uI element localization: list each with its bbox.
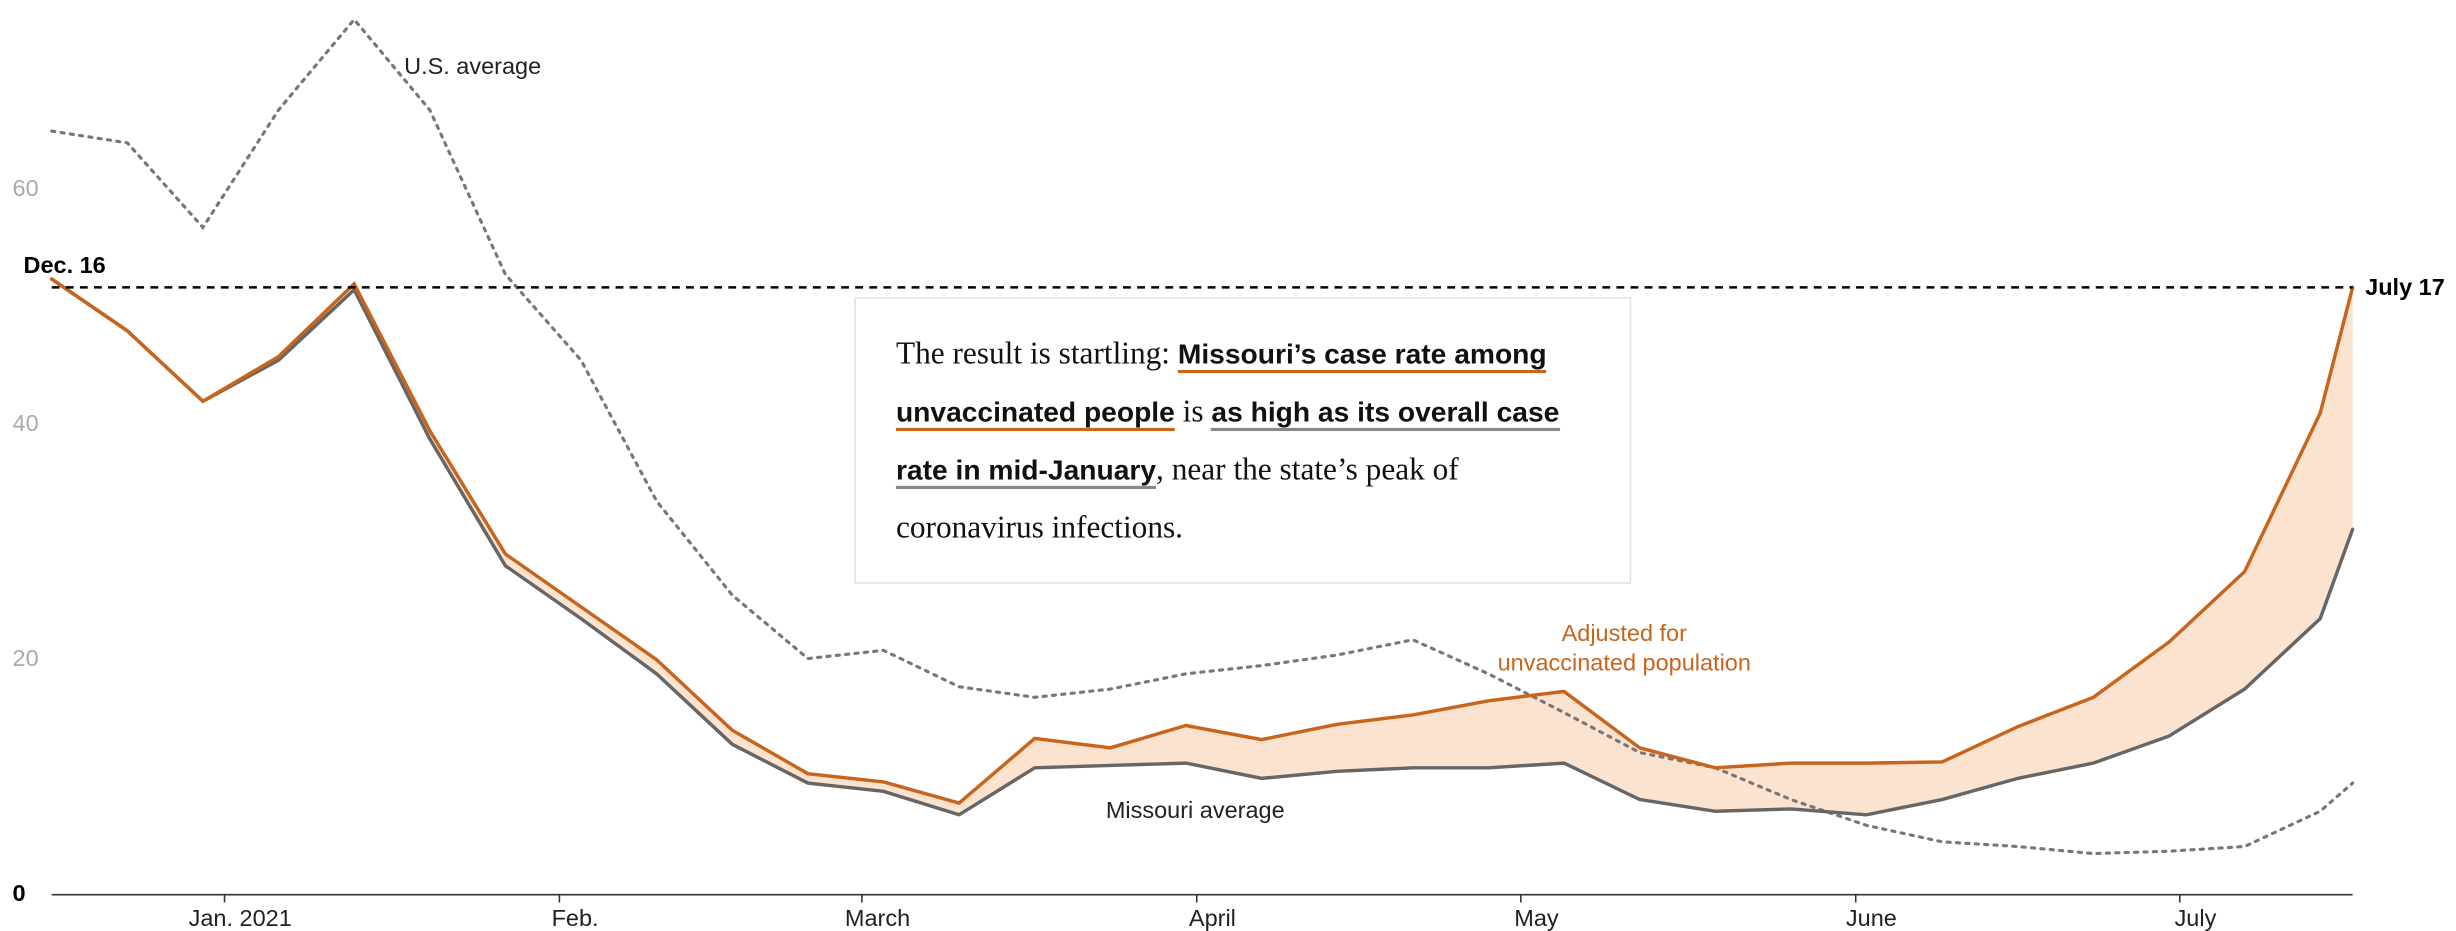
reference-label: July 17 bbox=[2365, 274, 2445, 300]
x-tick-label: Feb. bbox=[552, 905, 599, 931]
note-part: , near the state’s peak of coronavirus i… bbox=[895, 452, 1459, 546]
series-line bbox=[50, 17, 2355, 856]
x-tick-label: Jan. 2021 bbox=[189, 905, 292, 931]
x-tick-label: April bbox=[1189, 905, 1236, 931]
annotation-box bbox=[854, 297, 1632, 584]
series-label: unvaccinated population bbox=[1498, 650, 1751, 676]
x-tick-label: June bbox=[1846, 905, 1897, 931]
series-label: Missouri average bbox=[1106, 797, 1285, 823]
annotation-text: The result is startling: Missouri’s case… bbox=[855, 298, 1630, 583]
annotation: The result is startling: Missouri’s case… bbox=[855, 298, 1630, 583]
note-part: is bbox=[1174, 395, 1212, 430]
note-part: The result is startling: bbox=[895, 337, 1178, 372]
note-part: Missouri’s case rate among unvaccinated … bbox=[895, 338, 1547, 432]
y-tick-label: 60 bbox=[13, 175, 39, 201]
series-label: U.S. average bbox=[404, 53, 541, 79]
x-tick-label: July bbox=[2175, 905, 2217, 931]
y-tick-label: 20 bbox=[13, 645, 39, 671]
note-part: as high as its overall case rate in mid-… bbox=[895, 396, 1560, 489]
y-tick-label: 40 bbox=[13, 410, 39, 436]
x-tick-label: March bbox=[845, 905, 910, 931]
series-line bbox=[49, 277, 2355, 805]
reference-label: Dec. 16 bbox=[23, 252, 105, 278]
series-label: Adjusted for bbox=[1562, 620, 1688, 646]
series-line bbox=[49, 277, 2355, 817]
x-tick-label: May bbox=[1514, 905, 1559, 931]
y-tick-label: 0 bbox=[13, 880, 26, 906]
